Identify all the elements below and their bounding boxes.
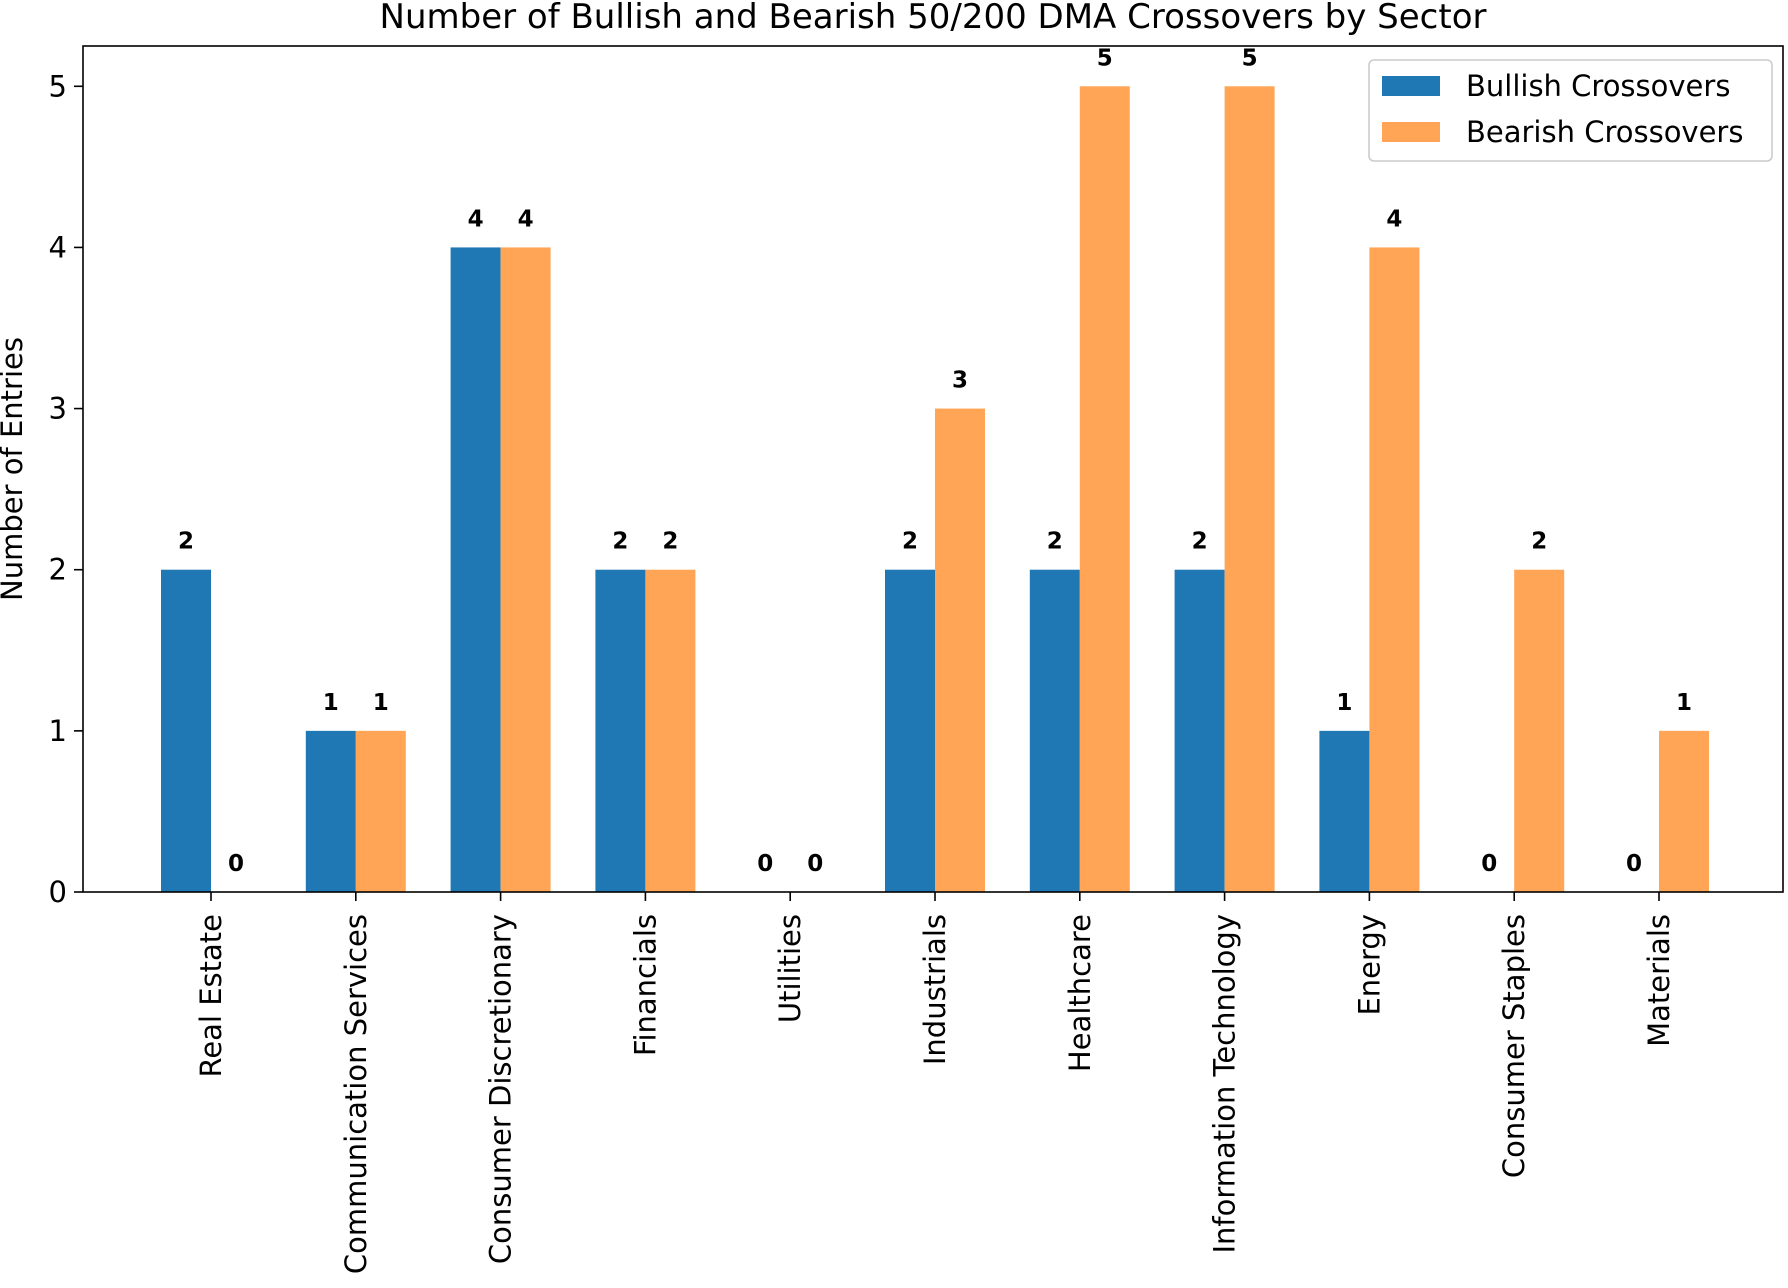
legend-swatch-bullish [1382, 76, 1440, 96]
plot-frame [82, 45, 1784, 893]
bar-bearish-10 [1659, 730, 1709, 892]
legend-label-bearish: Bearish Crossovers [1466, 115, 1743, 149]
y-axis-label: Number of Entries [0, 337, 29, 601]
data-label-bullish-2: 4 [468, 206, 484, 232]
bar-bearish-9 [1514, 569, 1565, 892]
x-tick-label: Information Technology [1208, 914, 1242, 1254]
y-tick-label: 0 [49, 875, 67, 909]
bar-bearish-8 [1369, 247, 1420, 892]
bar-bearish-2 [500, 247, 551, 892]
bar-bearish-3 [645, 569, 696, 892]
data-label-bearish-4: 0 [807, 851, 823, 877]
bar-bearish-6 [1079, 86, 1130, 893]
y-tick-label: 4 [49, 230, 67, 264]
x-tick-label: Financials [628, 914, 662, 1056]
x-tick-label: Consumer Discretionary [484, 914, 518, 1264]
data-label-bearish-3: 2 [662, 529, 678, 555]
data-label-bearish-10: 1 [1676, 690, 1692, 716]
data-label-bullish-7: 2 [1192, 529, 1208, 555]
y-axis: 0 1 2 3 4 5 [49, 69, 83, 909]
y-tick-label: 3 [49, 392, 67, 426]
bar-bearish-5 [935, 408, 985, 892]
data-label-bullish-9: 0 [1481, 851, 1497, 877]
data-label-bullish-3: 2 [612, 529, 628, 555]
data-label-bullish-8: 1 [1336, 690, 1352, 716]
legend-box [1368, 59, 1773, 162]
bar-bearish-1 [355, 730, 406, 892]
x-tick-label: Utilities [773, 914, 807, 1023]
data-label-bullish-6: 2 [1047, 529, 1063, 555]
x-tick-label: Healthcare [1063, 914, 1097, 1072]
bar-bearish-7 [1224, 86, 1275, 893]
x-tick-label: Consumer Staples [1497, 914, 1531, 1178]
data-label-bearish-0: 0 [228, 851, 244, 877]
data-label-bearish-8: 4 [1386, 206, 1402, 232]
bar-bullish-8 [1319, 730, 1370, 892]
y-tick-label: 1 [49, 714, 67, 748]
data-label-bearish-7: 5 [1242, 45, 1258, 71]
data-label-bullish-5: 2 [902, 529, 918, 555]
x-tick-label: Real Estate [194, 914, 228, 1078]
bar-bullish-0 [161, 569, 211, 892]
data-label-bullish-4: 0 [757, 851, 773, 877]
bar-bullish-3 [595, 569, 646, 892]
bar-bullish-2 [450, 247, 501, 892]
data-label-bullish-10: 0 [1626, 851, 1642, 877]
x-tick-label: Communication Services [339, 914, 373, 1274]
data-label-bearish-5: 3 [952, 368, 968, 394]
data-label-bearish-2: 4 [518, 206, 534, 232]
data-labels: 2 1 4 2 0 2 2 2 1 0 0 0 1 4 2 0 3 5 5 4 2 1 [178, 45, 1692, 877]
x-tick-label: Materials [1642, 914, 1676, 1047]
legend-label-bullish: Bullish Crossovers [1466, 69, 1730, 103]
y-tick-label: 5 [49, 69, 67, 103]
chart-title: Number of Bullish and Bearish 50/200 DMA… [380, 0, 1487, 37]
data-label-bearish-1: 1 [373, 690, 389, 716]
data-label-bearish-6: 5 [1097, 45, 1113, 71]
y-tick-label: 2 [49, 553, 67, 587]
bars-group [161, 86, 1709, 893]
bar-bullish-5 [885, 569, 935, 892]
x-axis: Real Estate Communication Services Consume… [194, 892, 1676, 1274]
bar-bullish-6 [1029, 569, 1080, 892]
data-label-bullish-1: 1 [323, 690, 339, 716]
bar-bullish-1 [305, 730, 356, 892]
x-tick-label: Industrials [918, 914, 952, 1065]
legend: Bullish Crossovers Bearish Crossovers [1368, 59, 1773, 162]
data-label-bullish-0: 2 [178, 529, 194, 555]
bar-bullish-7 [1174, 569, 1225, 892]
x-tick-label: Energy [1352, 914, 1386, 1016]
data-label-bearish-9: 2 [1531, 529, 1547, 555]
legend-swatch-bearish [1382, 122, 1440, 142]
